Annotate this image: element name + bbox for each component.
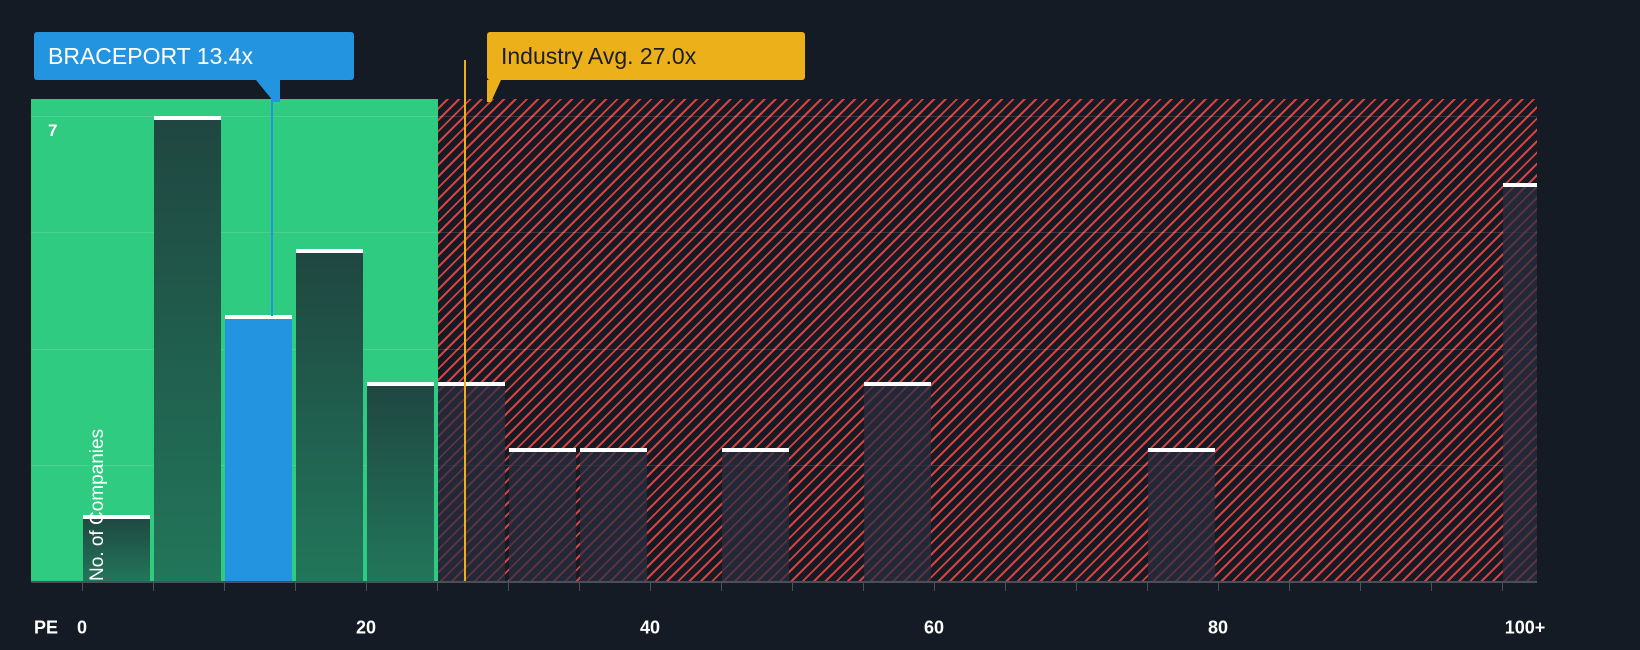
x-tick-label: 40	[639, 617, 661, 638]
histogram-bar	[83, 514, 150, 581]
x-tick	[792, 583, 793, 591]
bar-cap	[438, 381, 505, 386]
y-max-label: 7	[48, 121, 58, 140]
histogram-bar	[722, 448, 789, 581]
company-callout-pointer	[256, 80, 280, 102]
company-marker-line	[271, 96, 274, 316]
histogram-bar	[296, 249, 363, 581]
x-axis-label: PE	[33, 617, 59, 638]
bar-cap	[225, 315, 292, 320]
industry-callout-pointer	[487, 80, 501, 102]
company-pe-label: BRACEPORT 13.4x	[48, 43, 253, 69]
gridline	[31, 232, 1537, 234]
x-tick	[1147, 583, 1148, 591]
x-tick	[1005, 583, 1006, 591]
histogram-bar	[864, 381, 931, 581]
x-tick	[650, 583, 651, 591]
x-tick	[863, 583, 864, 591]
x-tick	[366, 583, 367, 591]
histogram-bar	[1503, 182, 1537, 581]
histogram-bar	[580, 448, 647, 581]
bar-cap	[154, 116, 221, 121]
industry-average-line	[464, 60, 467, 581]
x-tick	[1289, 583, 1290, 591]
company-pe-callout: BRACEPORT 13.4x	[34, 32, 354, 80]
histogram-bar	[225, 315, 292, 581]
bar-cap	[83, 514, 150, 519]
gridline	[31, 348, 1537, 350]
bar-cap	[864, 381, 931, 386]
industry-average-callout: Industry Avg. 27.0x	[487, 32, 805, 80]
x-tick-label: 80	[1207, 617, 1229, 638]
bar-cap	[722, 448, 789, 453]
bar-cap	[1148, 448, 1215, 453]
bar-cap	[367, 381, 434, 386]
x-tick	[1360, 583, 1361, 591]
chart-plot-area: 7 No. of Companies	[31, 99, 1537, 581]
x-tick	[153, 583, 154, 591]
bar-cap	[296, 249, 363, 254]
x-tick	[1431, 583, 1432, 591]
histogram-bar	[367, 381, 434, 581]
x-tick-label: 100+	[1504, 617, 1546, 638]
x-tick-label: 60	[923, 617, 945, 638]
y-axis-label: No. of Companies	[87, 428, 108, 581]
gridline	[31, 116, 1537, 118]
x-tick	[508, 583, 509, 591]
bar-cap	[509, 448, 576, 453]
x-tick	[82, 583, 83, 591]
x-tick-label: 20	[355, 617, 377, 638]
x-tick-label: 0	[76, 617, 88, 638]
x-tick	[1218, 583, 1219, 591]
histogram-bar	[154, 116, 221, 581]
industry-average-label: Industry Avg. 27.0x	[501, 43, 697, 69]
bar-cap	[1503, 182, 1537, 187]
histogram-bar	[438, 381, 505, 581]
x-tick	[437, 583, 438, 591]
x-tick	[1076, 583, 1077, 591]
histogram-bar	[509, 448, 576, 581]
x-tick	[579, 583, 580, 591]
histogram-bar	[1148, 448, 1215, 581]
x-axis-line	[31, 581, 1537, 583]
bar-cap	[580, 448, 647, 453]
x-tick	[934, 583, 935, 591]
x-tick	[224, 583, 225, 591]
x-tick	[295, 583, 296, 591]
x-tick	[721, 583, 722, 591]
x-tick	[1502, 583, 1503, 591]
